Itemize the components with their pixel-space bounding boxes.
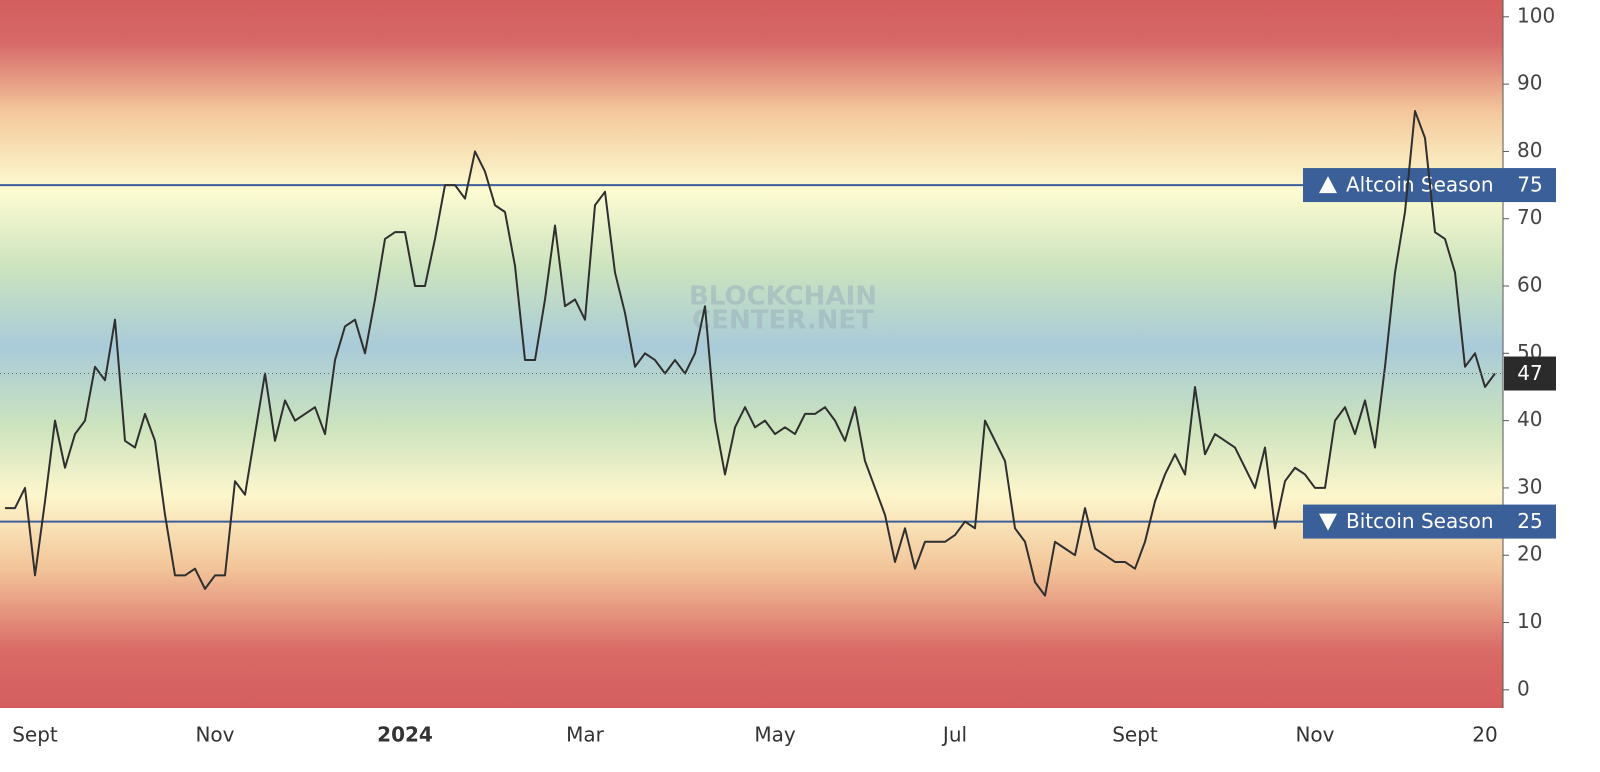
x-tick-label: Sept [1112,723,1158,747]
last-value-box [1504,356,1556,391]
reference-value: 25 [1517,509,1542,533]
y-tick-label: 60 [1517,273,1542,297]
reference-value: 75 [1517,173,1542,197]
x-tick-label: Nov [195,723,234,747]
reference-label: Altcoin Season [1346,173,1494,197]
y-tick-label: 90 [1517,71,1542,95]
x-tick-label: May [754,723,796,747]
x-tick-label: Jul [941,723,967,747]
x-tick-label: 2024 [377,723,433,747]
y-tick-label: 40 [1517,407,1542,431]
x-tick-label: Mar [566,723,605,747]
last-value-label: 47 [1517,361,1542,385]
reference-arrow [1319,513,1337,531]
watermark: BLOCKCHAIN CENTER.NET [689,282,877,336]
y-tick-label: 100 [1517,3,1555,27]
x-tick-label: Sept [12,723,58,747]
y-tick-label: 80 [1517,138,1542,162]
x-tick-label: Nov [1295,723,1334,747]
background [0,0,1503,708]
reference-arrow [1319,176,1337,194]
watermark-text: BLOCKCHAIN [689,282,877,312]
y-tick-label: 10 [1517,609,1542,633]
reference-label: Bitcoin Season [1346,509,1494,533]
reference-label-box [1303,504,1556,539]
watermark-text: CENTER.NET [692,306,874,336]
y-tick-label: 30 [1517,474,1542,498]
series-line [5,110,1496,597]
y-tick-label: 70 [1517,205,1542,229]
y-tick-label: 0 [1517,676,1530,700]
x-tick-label: 20 [1472,723,1497,747]
y-tick-label: 20 [1517,542,1542,566]
